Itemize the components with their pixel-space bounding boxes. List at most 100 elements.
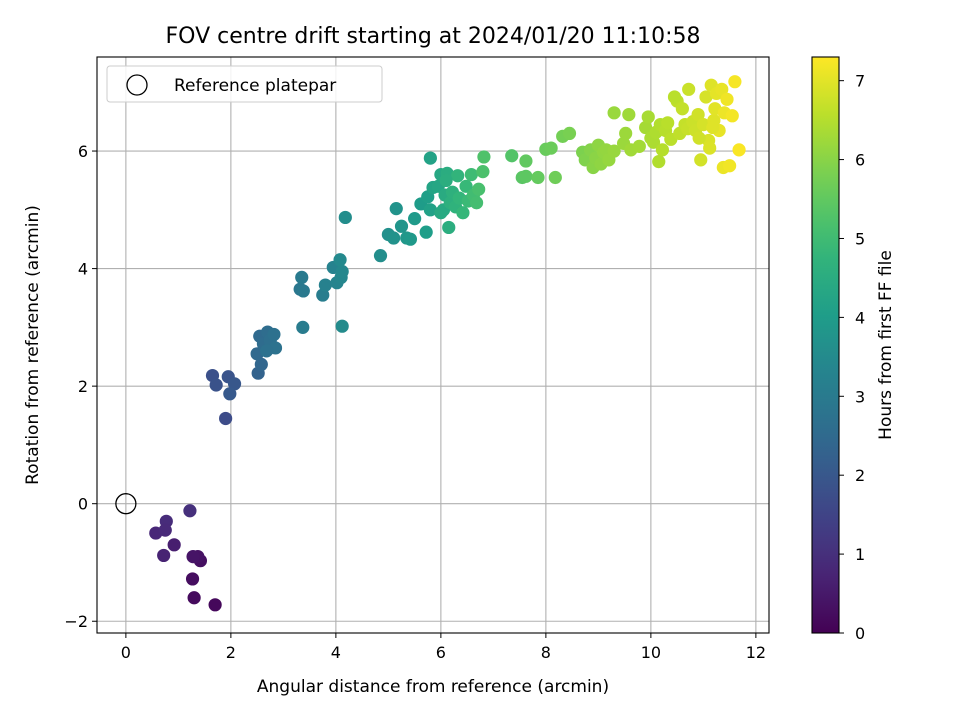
x-tick-label: 6 (436, 643, 446, 662)
x-tick-label: 12 (746, 643, 766, 662)
y-tick-label: 6 (78, 142, 88, 161)
data-point (335, 319, 349, 333)
data-point (562, 126, 577, 141)
colorbar: 0 1 2 3 4 5 6 7 Hours from first FF file (811, 56, 896, 643)
x-axis-ticks: 0 2 4 6 8 10 12 (121, 633, 766, 662)
data-point (167, 538, 181, 552)
data-point (394, 219, 409, 233)
data-point (692, 131, 706, 145)
data-point (476, 165, 490, 179)
colorbar-ticks: 0 1 2 3 4 5 6 7 (839, 72, 865, 643)
data-point (442, 220, 456, 235)
data-point (403, 232, 418, 246)
data-point (254, 357, 268, 371)
data-point (259, 344, 274, 358)
x-tick-label: 2 (226, 643, 236, 662)
data-point (699, 90, 713, 104)
colorbar-tick-label: 1 (855, 545, 865, 564)
data-point (703, 141, 717, 155)
data-point (186, 549, 200, 564)
data-point (472, 182, 486, 196)
data-points (115, 75, 746, 612)
data-point (318, 278, 332, 292)
legend-label: Reference platepar (174, 76, 336, 96)
y-axis-ticks: −2 0 2 4 6 (64, 142, 97, 631)
x-tick-label: 4 (331, 643, 341, 662)
y-tick-label: 2 (78, 377, 88, 396)
data-point (419, 225, 433, 239)
y-tick-label: 0 (78, 495, 88, 514)
data-point (296, 284, 310, 298)
data-point (423, 203, 437, 217)
data-point (732, 143, 746, 157)
data-point (544, 141, 558, 155)
data-point (316, 288, 330, 302)
data-point (607, 106, 621, 120)
data-point (227, 377, 242, 391)
legend: Reference platepar (106, 65, 383, 103)
data-point (296, 320, 310, 334)
data-point (464, 167, 478, 182)
x-tick-label: 8 (541, 643, 551, 662)
data-point (694, 153, 708, 167)
chart-title: FOV centre drift starting at 2024/01/20 … (166, 24, 701, 49)
legend-box (106, 65, 383, 103)
data-point (208, 598, 222, 612)
data-point (187, 591, 201, 605)
data-point (619, 126, 633, 141)
data-point (267, 327, 281, 342)
data-point (720, 92, 734, 106)
data-point (641, 110, 655, 124)
data-point (652, 155, 666, 169)
data-point (183, 504, 197, 518)
data-point (209, 378, 223, 392)
colorbar-tick-label: 7 (855, 72, 865, 91)
data-point (451, 169, 465, 183)
colorbar-label: Hours from first FF file (876, 250, 896, 440)
data-point (691, 108, 705, 122)
data-point (439, 173, 453, 188)
data-point (423, 151, 437, 165)
y-axis-label: Rotation from reference (arcmin) (23, 205, 43, 485)
data-point (295, 270, 309, 285)
data-point (434, 206, 448, 220)
data-point (639, 120, 653, 135)
colorbar-tick-label: 2 (855, 466, 865, 485)
colorbar-gradient (811, 56, 840, 634)
data-point (706, 120, 720, 135)
colorbar-tick-label: 6 (855, 151, 865, 170)
colorbar-tick-label: 0 (855, 624, 865, 643)
data-point (459, 179, 473, 193)
data-point (519, 154, 533, 168)
plot-frame (96, 56, 770, 634)
colorbar-tick-label: 5 (855, 229, 865, 248)
data-point (158, 523, 172, 537)
data-point (157, 548, 171, 563)
colorbar-tick-label: 4 (855, 308, 865, 327)
data-point (607, 144, 621, 158)
grid-lines (97, 57, 769, 633)
data-point (715, 82, 729, 96)
data-point (389, 202, 403, 216)
data-point (387, 231, 401, 245)
data-point (477, 150, 491, 164)
data-point (219, 411, 233, 426)
x-axis-label: Angular distance from reference (arcmin) (257, 677, 609, 697)
data-point (646, 135, 661, 149)
x-tick-label: 10 (641, 643, 661, 662)
data-point (725, 109, 739, 123)
legend-marker-icon (126, 74, 148, 96)
data-point (335, 264, 349, 279)
data-point (661, 116, 675, 130)
data-point (519, 169, 533, 183)
y-tick-label: 4 (78, 260, 88, 279)
data-point (185, 572, 200, 586)
colorbar-tick-label: 3 (855, 387, 865, 406)
data-point (632, 139, 646, 153)
data-point (682, 82, 696, 96)
data-point (531, 170, 545, 185)
data-point (408, 212, 422, 226)
x-tick-label: 0 (121, 643, 131, 662)
data-point (728, 75, 742, 89)
